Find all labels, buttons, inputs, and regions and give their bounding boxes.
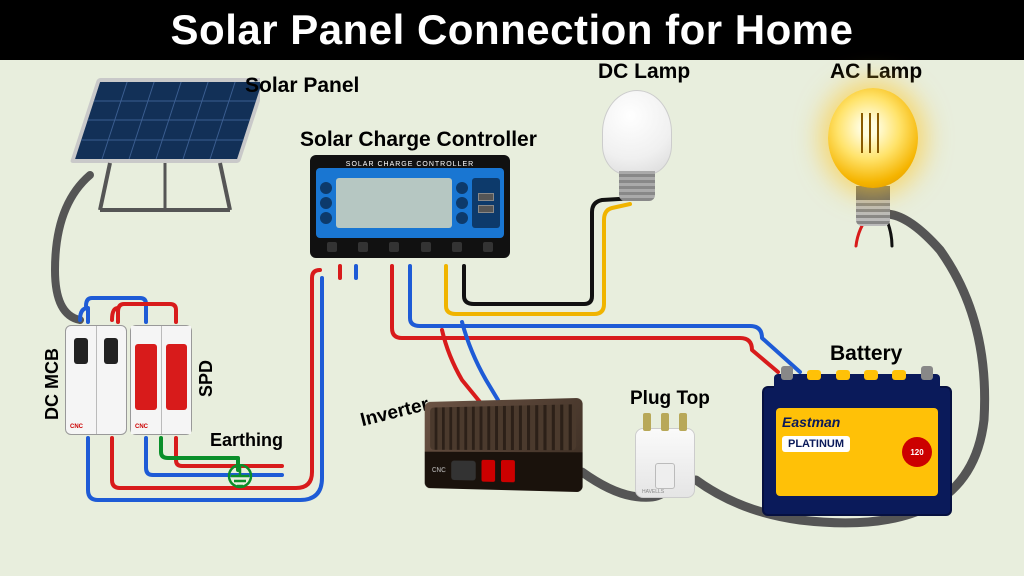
wire-ctrl-batt-r: [392, 266, 778, 372]
wire-spd-blue-top: [86, 298, 146, 322]
title-bar: Solar Panel Connection for Home: [0, 0, 1024, 60]
warranty-badge: 120: [902, 437, 932, 467]
diagram-canvas: Solar Panel Solar Charge Controller SOLA…: [0, 60, 1024, 576]
battery: Eastman PLATINUM 120: [762, 386, 952, 516]
wire-ctrl-inv-r: [442, 330, 480, 402]
solar-panel-label: Solar Panel: [245, 74, 359, 98]
charge-controller: SOLAR CHARGE CONTROLLER: [310, 155, 510, 258]
battery-terminal-icon: [921, 366, 933, 380]
earthing-icon: [225, 464, 255, 498]
lcd-screen-icon: [336, 178, 452, 228]
dc-mcb-label: DC MCB: [42, 348, 63, 420]
wire-spd-red-top: [118, 304, 176, 322]
power-switch-icon: [482, 460, 496, 482]
dc-lamp: [602, 90, 672, 201]
wire-mcb-blue-top: [80, 308, 88, 322]
spd-label: SPD: [196, 360, 217, 397]
inverter: CNC: [420, 400, 580, 490]
battery-model: PLATINUM: [782, 436, 850, 452]
dc-mcb: CNC: [65, 325, 127, 435]
plug-label: Plug Top: [630, 388, 710, 410]
spd: CNC: [130, 325, 192, 435]
wire-ctrl-inv-b: [462, 322, 498, 400]
ac-lamp: [828, 88, 918, 226]
usb-ports-icon: [472, 178, 500, 228]
battery-brand: Eastman: [782, 414, 932, 430]
wire-ctrl-batt-b: [410, 266, 800, 372]
solar-panel: [50, 70, 260, 225]
page-title: Solar Panel Connection for Home: [171, 6, 854, 53]
ac-lamp-label: AC Lamp: [830, 60, 922, 84]
ac-socket-icon: [451, 461, 476, 481]
plug-top: HAVELLS: [635, 428, 695, 498]
controller-face-title: SOLAR CHARGE CONTROLLER: [316, 161, 504, 168]
controller-label: Solar Charge Controller: [300, 128, 537, 152]
earthing-label: Earthing: [210, 430, 283, 451]
battery-label: Battery: [830, 342, 902, 366]
power-switch-icon: [501, 460, 515, 482]
dc-lamp-label: DC Lamp: [598, 60, 690, 84]
battery-terminal-icon: [781, 366, 793, 380]
wire-mcb-red-top: [112, 308, 118, 322]
